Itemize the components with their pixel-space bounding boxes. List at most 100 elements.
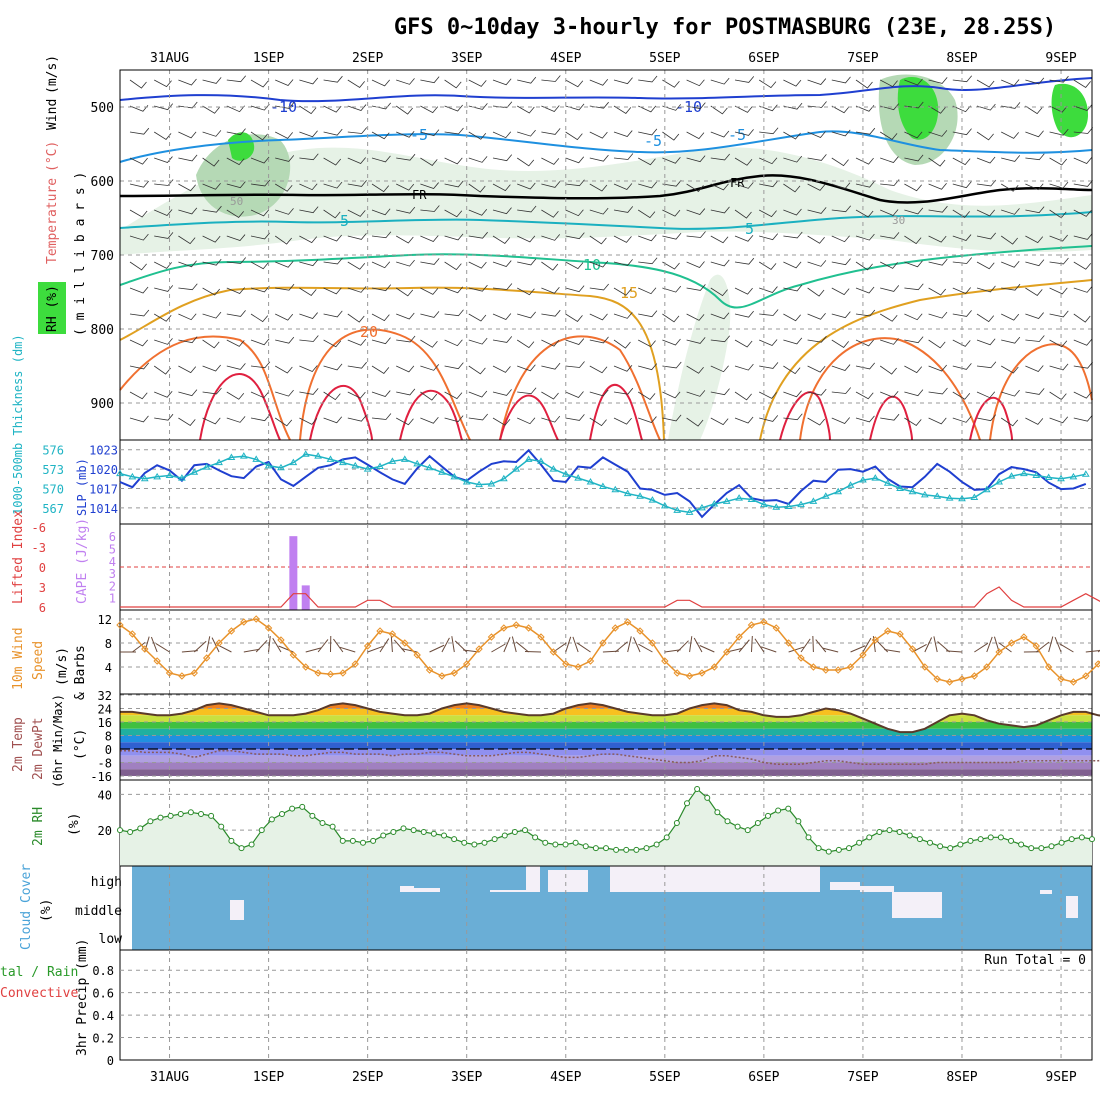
upper-wind-barb	[541, 209, 559, 218]
upper-wind-barb	[492, 336, 513, 343]
upper-wind-barb	[250, 156, 270, 164]
thickness-marker	[239, 452, 248, 459]
upper-wind-barb	[928, 77, 948, 84]
rh2m-marker	[542, 839, 549, 846]
upper-wind-barb	[541, 362, 561, 370]
upper-wind-barb	[347, 209, 366, 217]
upper-wind-barb	[686, 365, 704, 374]
upper-wind-barb	[831, 157, 849, 167]
slp-ylabel: SLP (mb)	[75, 458, 89, 516]
precip-tick-label: 0.2	[92, 1032, 114, 1046]
rh2m-marker	[876, 828, 883, 835]
upper-wind-barb	[904, 131, 923, 139]
rh2m-marker	[289, 805, 296, 812]
upper-wind-barb	[928, 157, 946, 167]
upper-wind-barb	[226, 105, 245, 113]
wind10-marker	[1020, 633, 1028, 641]
upper-wind-barb	[638, 257, 658, 265]
upper-wind-barb	[613, 235, 632, 243]
upper-wind-barb	[178, 131, 197, 139]
upper-wind-barb	[1001, 260, 1020, 268]
rh2m-marker	[451, 836, 458, 843]
upper-wind-barb	[1049, 363, 1069, 371]
upper-wind-barb	[807, 260, 827, 267]
rh2m-marker	[127, 828, 134, 835]
ylabel-temp-unit: (°C)	[45, 141, 60, 172]
upper-wind-barb	[420, 76, 440, 84]
upper-wind-barb	[226, 181, 246, 189]
upper-wind-barb	[734, 363, 754, 371]
upper-wind-barb	[468, 156, 488, 163]
cape-bars	[289, 536, 310, 610]
rh2m-marker	[248, 841, 255, 848]
rh2m-marker	[117, 827, 123, 834]
thickness-marker	[264, 461, 273, 469]
rh2m-marker	[420, 828, 427, 835]
cape-tick-label: 6	[109, 530, 116, 544]
cloud-clear-patch	[490, 890, 526, 892]
freezing-level-line	[119, 174, 1093, 204]
rh2m-marker	[785, 805, 792, 812]
upper-wind-barb	[492, 389, 512, 396]
wind10-barb	[754, 638, 765, 653]
rh2m-marker	[187, 809, 194, 816]
contour-label: 5	[745, 220, 754, 238]
wind10-ylabel: 10m Wind	[11, 627, 26, 690]
upper-wind-barb	[516, 339, 535, 349]
upper-wind-barb	[565, 391, 584, 398]
upper-wind-barb	[1049, 416, 1069, 424]
rh2m-marker	[390, 828, 397, 835]
wind10-marker	[128, 630, 137, 638]
slp-line	[119, 448, 1087, 519]
chart-title: GFS 0~10day 3-hourly for POSTMASBURG (23…	[394, 15, 1056, 40]
pressure-tick-labels: 500 600 700 800 900	[91, 101, 114, 412]
wind10-marker	[202, 654, 211, 662]
wind10-marker	[661, 657, 669, 665]
upper-wind-barb	[226, 339, 245, 347]
top-date-axis: 31AUG 1SEP 2SEP 3SEP 4SEP 5SEP 6SEP 7SEP 8SEP 9SE…	[150, 51, 1077, 66]
upper-wind-barb	[420, 364, 440, 371]
rh2m-ylabel: 2m RH	[31, 807, 46, 846]
upper-wind-barb	[178, 260, 197, 268]
upper-wind-barb	[831, 417, 850, 424]
upper-wind-barb	[178, 389, 198, 397]
upper-wind-barb	[299, 287, 317, 296]
upper-wind-barb	[274, 235, 292, 245]
contour-label: -5	[644, 132, 662, 150]
isotherm-20	[119, 328, 1093, 441]
upper-wind-barb	[347, 157, 366, 164]
cape-tick-label: 4	[109, 555, 116, 569]
upper-wind-barb	[299, 130, 318, 138]
upper-wind-barb	[710, 183, 729, 191]
rh2m-marker	[1048, 843, 1055, 850]
upper-wind-barb	[565, 414, 585, 421]
precip-total-rain-label: tal / Rain	[0, 965, 78, 980]
upper-wind-barb	[904, 78, 923, 86]
wind10-speed-line	[116, 615, 1100, 686]
upper-wind-barb	[1025, 235, 1044, 244]
thickness-marker	[722, 497, 731, 504]
upper-wind-barb	[250, 131, 268, 141]
upper-wind-barb	[226, 287, 245, 294]
upper-wind-barb	[154, 209, 173, 216]
wind10-marker	[1057, 675, 1065, 683]
upper-wind-barb	[880, 413, 900, 421]
upper-wind-barb	[638, 339, 656, 348]
upper-wind-barb	[226, 157, 245, 166]
thickness-marker	[537, 457, 545, 464]
upper-wind-barb	[783, 390, 802, 398]
upper-wind-barb	[275, 155, 295, 162]
bottom-date-label: 9SEP	[1045, 1070, 1076, 1085]
upper-air-panel: -10 -10 -5 -5 -5 FR FR 5 5 10 15 20 50 3…	[38, 55, 1094, 441]
rh2m-marker	[592, 845, 599, 852]
wind10-barb	[150, 636, 158, 653]
upper-wind-barb	[1073, 338, 1093, 346]
upper-wind-barb	[541, 339, 560, 347]
temp-mask	[120, 694, 1100, 733]
wind10-barb	[193, 640, 207, 653]
thickness-marker	[376, 462, 384, 469]
wind10-marker	[710, 663, 719, 671]
upper-wind-barb	[904, 260, 923, 268]
upper-wind-barb	[976, 261, 995, 270]
upper-wind-barb	[299, 206, 319, 214]
